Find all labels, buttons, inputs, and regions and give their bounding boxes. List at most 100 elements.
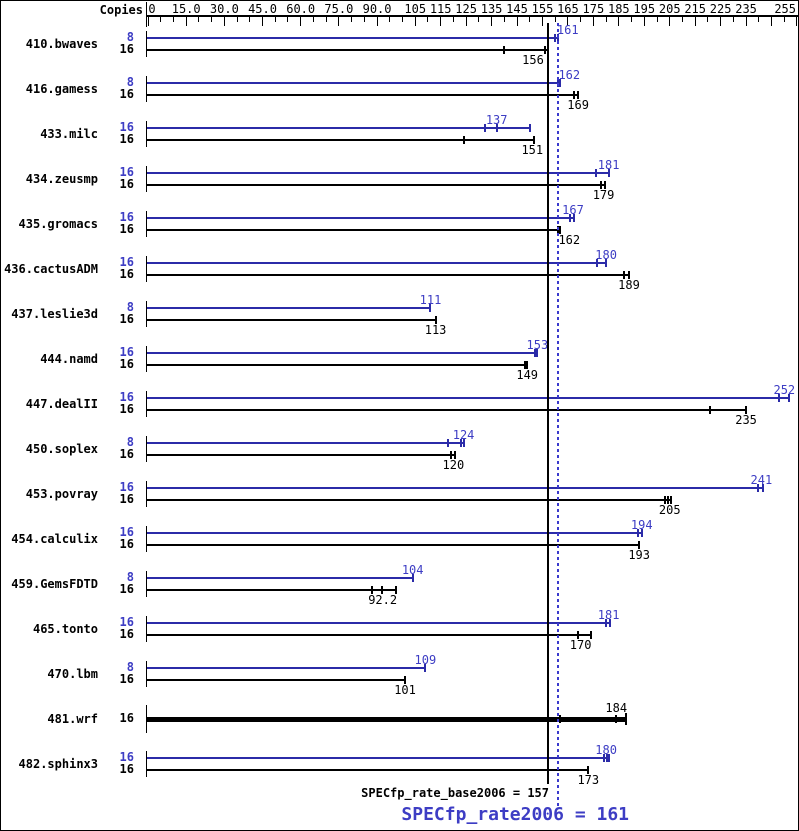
- benchmark-label: 447.dealII: [25, 397, 98, 411]
- bar-value-label: 161: [556, 23, 579, 37]
- axis-tick: [414, 17, 416, 26]
- group-axis-bracket: [146, 166, 147, 192]
- copies-value-base: 16: [119, 267, 134, 281]
- run-tick-mark: [756, 484, 759, 492]
- run-tick-mark: [709, 406, 712, 414]
- copies-value-peak: 8: [126, 30, 134, 44]
- bar-peak: [147, 442, 464, 444]
- bar-endcap: [453, 451, 456, 459]
- bar-value-label: 170: [569, 638, 592, 652]
- axis-tick-label: 115: [429, 2, 452, 16]
- bar-value-label: 194: [630, 518, 653, 532]
- bar-endcap: [587, 766, 590, 774]
- bar-endcap: [625, 713, 628, 725]
- copies-value-base: 16: [119, 582, 134, 596]
- axis-tick: [262, 17, 264, 26]
- bar-peak: [147, 217, 575, 219]
- axis-tick: [618, 17, 620, 26]
- copies-value-peak: 16: [119, 255, 134, 269]
- axis-tick: [491, 17, 493, 26]
- bar-value-label: 162: [558, 68, 581, 82]
- bar-endcap: [745, 406, 748, 414]
- copies-value-peak: 16: [119, 390, 134, 404]
- axis-tick: [783, 17, 785, 22]
- axis-tick: [478, 17, 480, 22]
- bar-base: [147, 679, 406, 681]
- axis-tick: [720, 17, 722, 26]
- run-tick-mark: [622, 271, 625, 279]
- bar-endcap: [607, 169, 610, 177]
- bar-value-label: 235: [735, 413, 757, 427]
- axis-tick: [198, 17, 200, 22]
- bar-value-label: 137: [485, 113, 508, 127]
- axis-tick-label: 225: [709, 2, 732, 16]
- copies-value-peak: 8: [126, 570, 134, 584]
- axis-tick-label: 215: [684, 2, 707, 16]
- axis-tick: [287, 17, 289, 22]
- axis-tick-label: 90.0: [362, 2, 392, 16]
- bar-value-label: 109: [414, 653, 437, 667]
- axis-tick-label: 175: [582, 2, 605, 16]
- bar-value-label: 181: [597, 158, 620, 172]
- bar-endcap: [577, 91, 580, 99]
- peak-median-line: [556, 23, 559, 807]
- bar-value-label: 153: [526, 338, 549, 352]
- axis-tick-label: 235: [735, 2, 757, 16]
- axis-tick: [351, 17, 353, 22]
- axis-tick: [707, 17, 709, 22]
- bar-peak: [147, 352, 538, 354]
- axis-tick: [363, 17, 365, 22]
- axis-tick: [147, 17, 149, 26]
- bar-peak: [147, 757, 609, 759]
- bar-endcap: [638, 541, 641, 549]
- benchmark-label: 482.sphinx3: [18, 757, 98, 771]
- axis-tick: [669, 17, 671, 26]
- axis-tick: [312, 17, 314, 22]
- axis-tick: [249, 17, 251, 22]
- bar-endcap: [603, 181, 606, 189]
- benchmark-label: 416.gamess: [25, 82, 98, 96]
- run-tick-mark: [460, 439, 463, 447]
- axis-tick: [325, 17, 327, 22]
- bar-endcap: [608, 619, 611, 627]
- axis-tick-label: 105: [404, 2, 427, 16]
- bar-peak: [147, 172, 609, 174]
- copies-value-base: 16: [119, 312, 134, 326]
- copies-value-base: 16: [119, 357, 134, 371]
- bar-value-label: 184: [605, 701, 628, 715]
- bar-base: [147, 589, 397, 591]
- bar-value-label: 169: [567, 98, 589, 112]
- bar-peak: [147, 127, 530, 129]
- bar-value-label: 180: [595, 743, 617, 757]
- bar-peak: [147, 622, 610, 624]
- bar-value-label: 179: [592, 188, 615, 202]
- benchmark-label: 454.calculix: [11, 532, 98, 546]
- axis-tick: [567, 17, 569, 26]
- bar-value-label: 92.2: [368, 593, 398, 607]
- copies-value-base: 16: [119, 402, 134, 416]
- bar-peak: [147, 262, 607, 264]
- copies-value-peak: 8: [126, 660, 134, 674]
- copies-column-header: Copies: [99, 3, 143, 17]
- axis-tick-label: 125: [455, 2, 477, 16]
- copies-value-peak: 16: [119, 750, 134, 764]
- group-axis-bracket: [146, 481, 147, 507]
- axis-tick-label: 75.0: [324, 2, 354, 16]
- copies-value-peak: 16: [119, 165, 134, 179]
- axis-tick: [732, 17, 734, 22]
- bar-value-label: 193: [628, 548, 651, 562]
- axis-tick: [274, 17, 276, 22]
- bar-endcap: [404, 676, 407, 684]
- copies-value-peak: 16: [119, 120, 134, 134]
- benchmark-label: 433.milc: [40, 127, 98, 141]
- bar-value-label: 113: [424, 323, 447, 337]
- axis-tick: [185, 17, 187, 26]
- bar-value-label: 205: [658, 503, 681, 517]
- run-tick-mark: [554, 34, 557, 42]
- run-tick-mark: [594, 169, 597, 177]
- benchmark-label: 481.wrf: [47, 712, 98, 726]
- group-axis-bracket: [146, 436, 147, 462]
- bar-endcap: [669, 496, 672, 504]
- axis-tick-label: 195: [633, 2, 656, 16]
- bar-value-label: 162: [558, 233, 581, 247]
